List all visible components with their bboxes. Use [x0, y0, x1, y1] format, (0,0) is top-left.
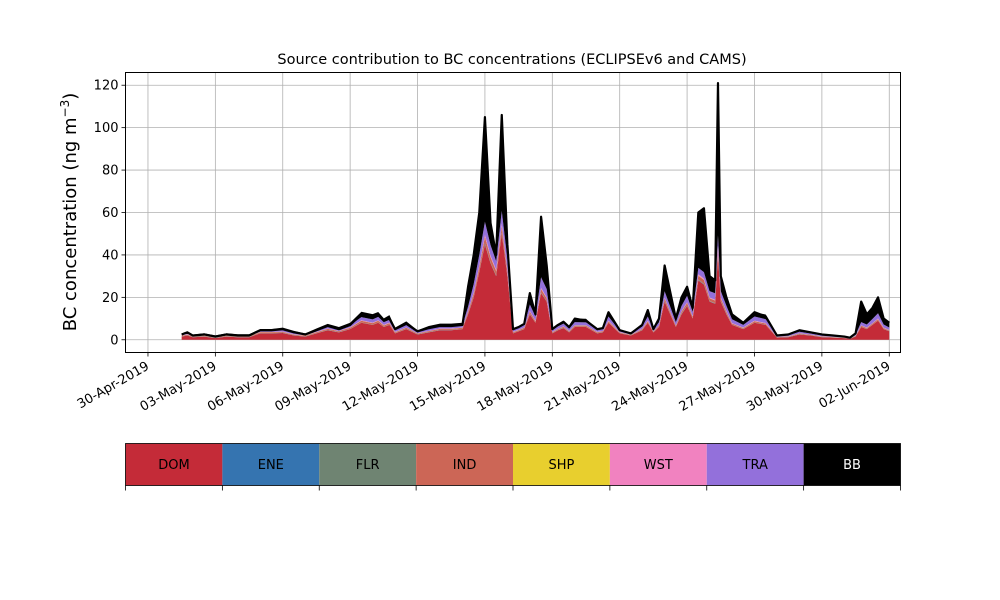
legend: DOM ENE FLR IND SHP WST TRA BB [125, 443, 901, 491]
y-axis-ticks: 0 20 40 60 80 100 120 [94, 79, 126, 348]
legend-swatch-flr [319, 443, 417, 486]
legend-label-ind: IND [453, 458, 477, 473]
legend-label-wst: WST [644, 458, 673, 473]
y-axis-label: BC concentration (ng m−3) [58, 93, 81, 332]
stacked-area-plot [181, 82, 890, 340]
y-tick-label: 0 [110, 333, 118, 348]
legend-swatch-wst [609, 443, 707, 486]
y-tick-label: 120 [94, 79, 119, 94]
legend-label-tra: TRA [742, 458, 768, 473]
area-ind [181, 226, 890, 339]
y-axis-label-superscript: −3 [58, 100, 72, 118]
legend-label-flr: FLR [356, 458, 380, 473]
legend-swatch-tra [706, 443, 804, 486]
legend-swatch-ene [222, 443, 320, 486]
legend-label-bb: BB [843, 458, 861, 473]
x-axis-ticks: 30-Apr-201903-May-201906-May-201909-May-… [75, 352, 893, 415]
legend-swatch-dom [125, 443, 223, 486]
chart-title: Source contribution to BC concentrations… [277, 52, 746, 68]
y-tick-label: 60 [102, 206, 119, 221]
legend-label-ene: ENE [258, 458, 284, 473]
legend-label-shp: SHP [549, 458, 575, 473]
x-tick-label: 30-May-2019 [744, 359, 826, 415]
area-tra [181, 211, 890, 338]
legend-swatch-ind [416, 443, 513, 486]
y-axis-label-main: BC concentration (ng m [60, 117, 81, 331]
y-tick-label: 20 [102, 291, 119, 306]
legend-swatch-shp [513, 443, 610, 486]
grid [125, 72, 901, 353]
area-dom [181, 233, 890, 340]
y-tick-label: 40 [102, 248, 119, 263]
legend-label-dom: DOM [158, 458, 189, 473]
x-tick-label: 02-Jun-2019 [816, 359, 893, 412]
area-wst [181, 223, 890, 339]
y-tick-label: 100 [94, 121, 119, 136]
y-tick-label: 80 [102, 164, 119, 179]
total-line [181, 82, 890, 339]
legend-swatch-bb [803, 443, 901, 486]
y-axis-label-suffix: ) [60, 93, 81, 100]
